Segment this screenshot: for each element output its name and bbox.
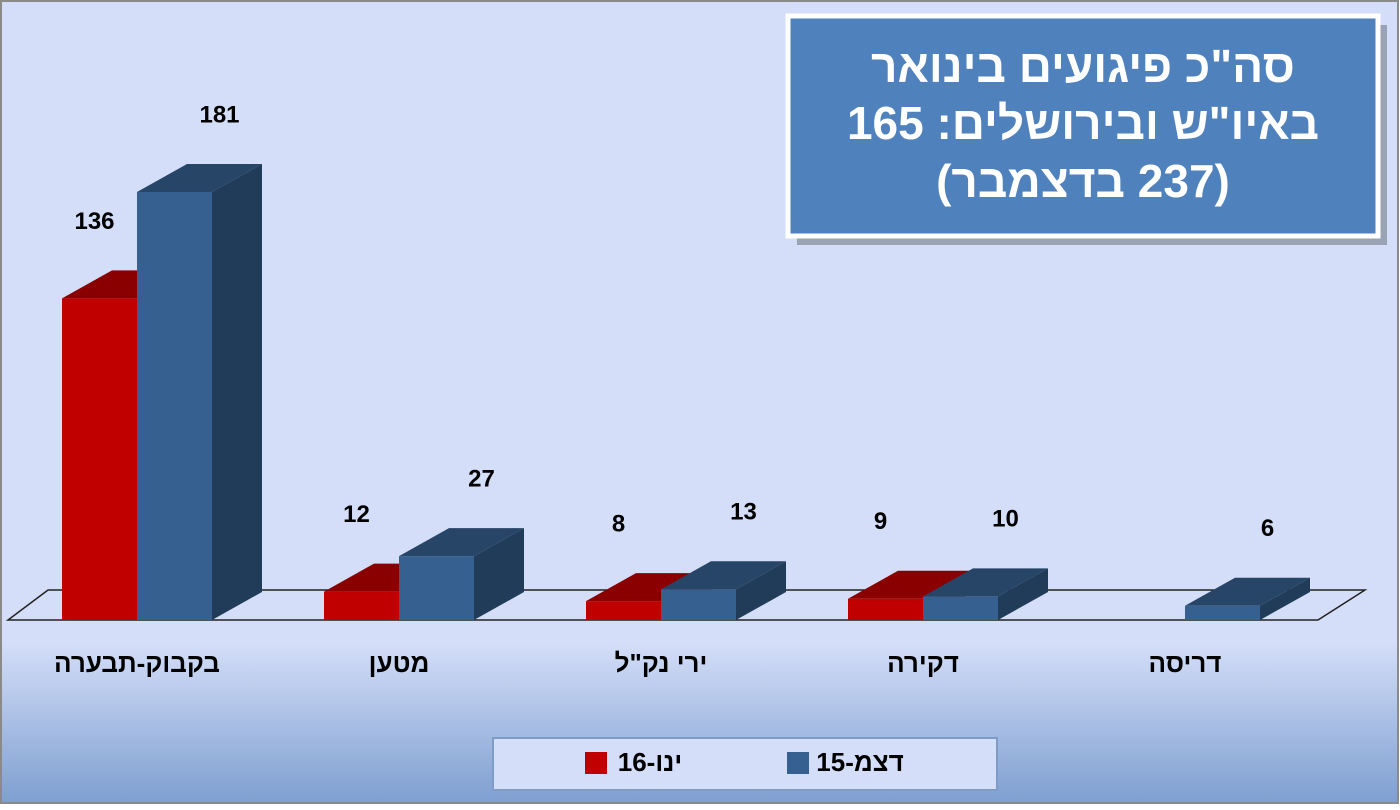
bar	[1185, 577, 1310, 620]
bar	[923, 568, 1048, 620]
bar	[137, 164, 262, 620]
bar-front	[661, 589, 736, 620]
x-tick-label: ירי נק"ל	[615, 648, 708, 678]
bar-front	[848, 598, 923, 620]
bar-side	[212, 164, 262, 620]
bar-front	[1185, 605, 1260, 620]
x-tick-label: דריסה	[1149, 648, 1222, 678]
title-line: (237 בדצמבר)	[936, 155, 1230, 207]
bar-top	[848, 570, 973, 599]
legend-box	[492, 737, 998, 791]
bar-front	[137, 192, 212, 620]
bar	[661, 561, 786, 620]
data-label: 10	[992, 506, 1019, 533]
bar-front	[324, 591, 399, 620]
data-label: 181	[199, 101, 239, 128]
title-panel	[785, 13, 1381, 239]
title-line: סה"כ פיגועים בינואר	[871, 40, 1295, 92]
x-tick-label: בקבוק-תבערה	[54, 648, 220, 678]
x-tick-label: דקירה	[887, 648, 959, 678]
bar-top	[399, 528, 524, 557]
legend-swatch	[585, 752, 607, 774]
data-label: 27	[468, 465, 495, 492]
bar-top	[137, 164, 262, 192]
bar-front	[586, 601, 661, 620]
x-tick-label: מטען	[369, 648, 430, 678]
data-label: 136	[74, 208, 114, 235]
bar-top	[1185, 577, 1310, 606]
data-label: 8	[612, 510, 625, 537]
data-label: 6	[1261, 515, 1274, 542]
title-box: סה"כ פיגועים בינואר באיו"ש ובירושלים: 16…	[785, 13, 1387, 245]
bar-side	[736, 561, 786, 620]
legend-swatch	[787, 752, 809, 774]
data-label: 9	[874, 508, 887, 535]
bar-top	[923, 568, 1048, 597]
bar-front	[62, 298, 137, 620]
data-label: 12	[343, 501, 370, 528]
bar	[399, 528, 524, 620]
legend	[492, 737, 998, 791]
bar-side	[1260, 577, 1310, 620]
bar-front	[923, 596, 998, 620]
title-line: באיו"ש ובירושלים: 165	[847, 97, 1319, 149]
legend-label: ינו-16	[618, 747, 682, 777]
bar-side	[474, 528, 524, 620]
bar-front	[399, 556, 474, 620]
data-label: 13	[730, 499, 757, 526]
bar-top	[661, 561, 786, 590]
bar-side	[998, 568, 1048, 620]
legend-label: דצמ-15	[816, 747, 903, 777]
